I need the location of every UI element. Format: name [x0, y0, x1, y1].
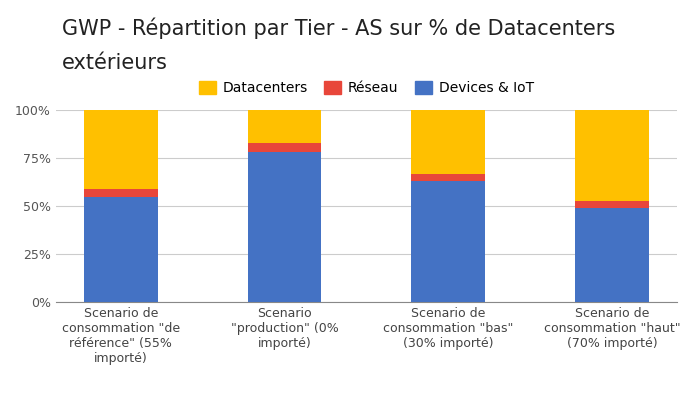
Bar [411, 173, 485, 181]
Bar [248, 110, 322, 143]
Bar [84, 197, 158, 302]
Legend: Datacenters, Réseau, Devices & IoT: Datacenters, Réseau, Devices & IoT [193, 76, 540, 101]
Bar [411, 181, 485, 302]
Text: extérieurs: extérieurs [62, 53, 168, 74]
Bar [575, 200, 649, 208]
Bar [248, 143, 322, 152]
Bar [84, 189, 158, 197]
Text: GWP - Répartition par Tier - AS sur % de Datacenters: GWP - Répartition par Tier - AS sur % de… [62, 17, 616, 39]
Bar [84, 110, 158, 189]
Bar [248, 152, 322, 302]
Bar [575, 208, 649, 302]
Bar [575, 110, 649, 200]
Bar [411, 110, 485, 173]
